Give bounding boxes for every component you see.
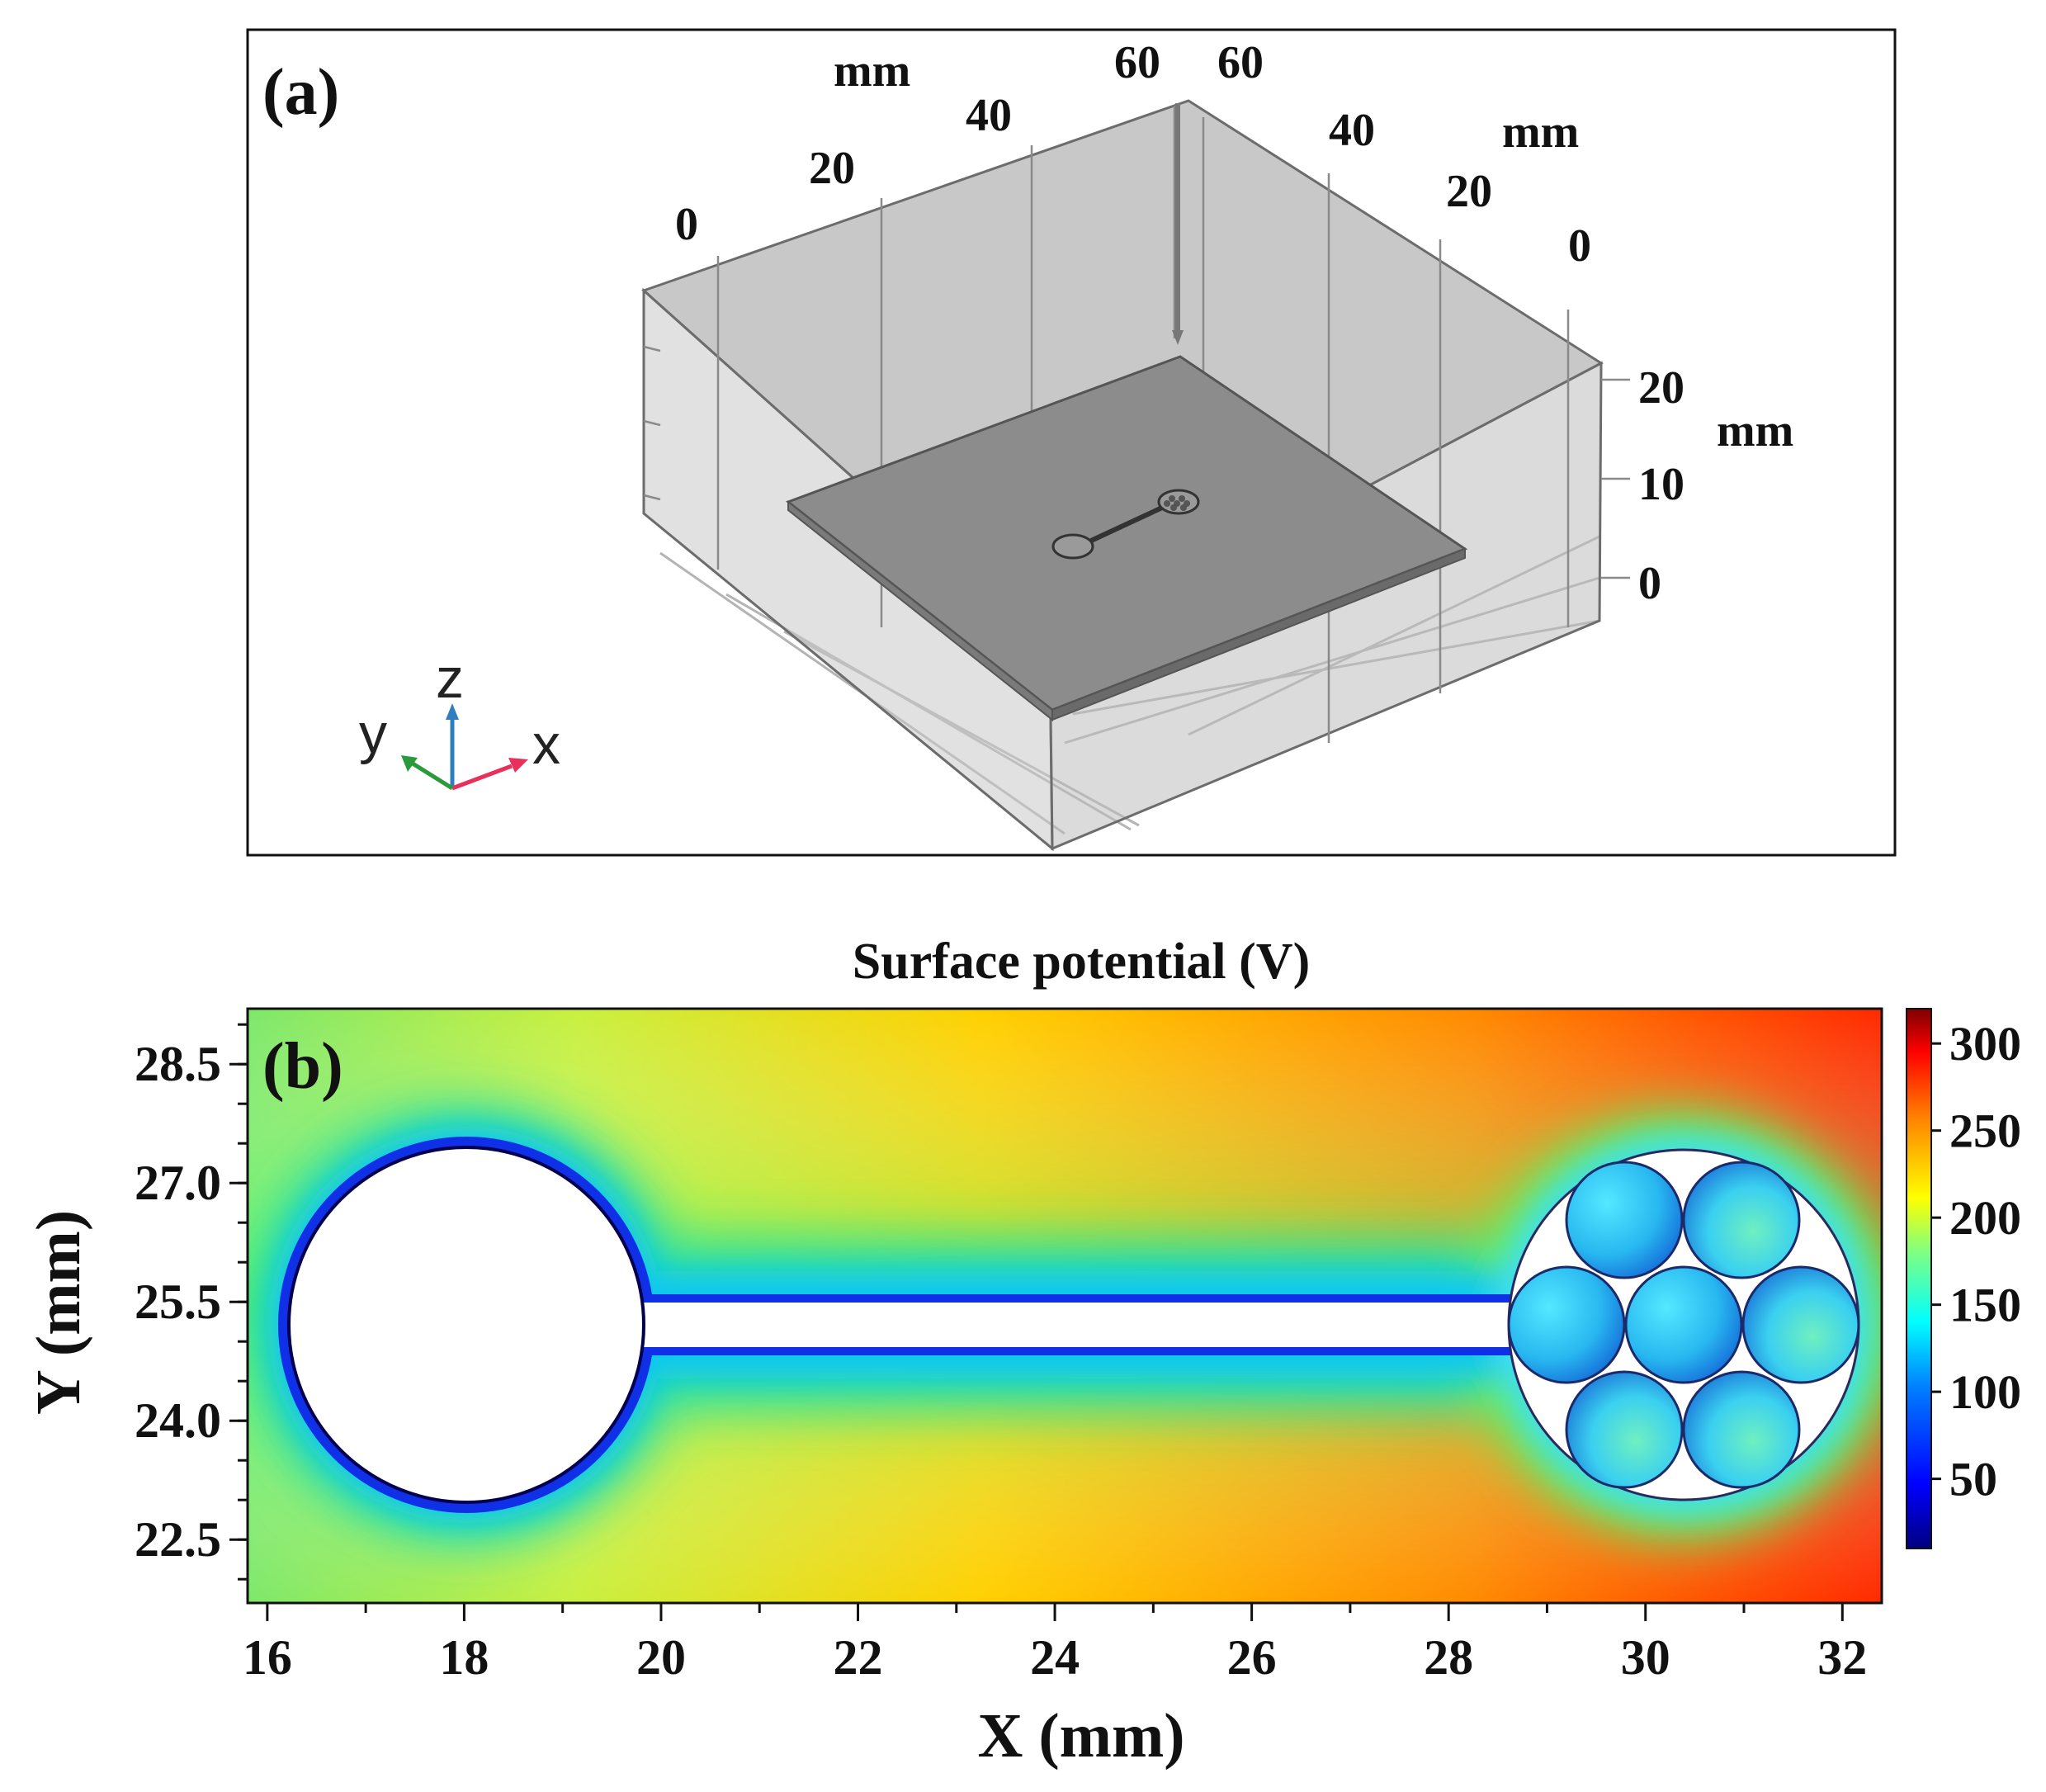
- electrode-pad-small: [1051, 533, 1094, 560]
- z-axis-unit: mm: [1717, 405, 1793, 456]
- disc: [1507, 1265, 1626, 1384]
- x-tick-label: 32: [1817, 1630, 1867, 1685]
- x-tick-40: 40: [966, 90, 1012, 141]
- x-tick-label: 16: [243, 1630, 292, 1685]
- colorbar-tick-label: 50: [1949, 1453, 1997, 1506]
- colorbar-tick-label: 200: [1949, 1191, 2021, 1245]
- y-tick-40: 40: [1329, 105, 1375, 156]
- colorbar-tick-label: 150: [1949, 1279, 2021, 1332]
- colorbar-tick-label: 250: [1949, 1104, 2021, 1158]
- x-axis-label: X (mm): [977, 1701, 1184, 1771]
- coordinate-triad: z x y: [359, 647, 560, 791]
- triad-y-label: y: [359, 702, 387, 765]
- disc: [1565, 1370, 1684, 1489]
- y-axis-unit: mm: [1502, 106, 1579, 158]
- x-tick-label: 18: [439, 1630, 489, 1685]
- connecting-strip: [627, 1303, 1519, 1347]
- y-axis: 28.5 27.0 25.5 24.0 22.5: [135, 1009, 249, 1603]
- y-tick-label: 24.0: [135, 1393, 221, 1448]
- z-tick-10: 10: [1638, 459, 1685, 510]
- electrode-strip: [1089, 505, 1164, 543]
- triad-y-arrow: [411, 761, 454, 791]
- colorbar-ticks: 300 250 200 150 100 50: [1931, 1017, 2021, 1506]
- x-tick-0: 0: [675, 199, 698, 250]
- disc: [1624, 1265, 1743, 1384]
- colorbar-tick-label: 300: [1949, 1017, 2021, 1071]
- triad-z-label: z: [436, 647, 464, 710]
- y-tick-0: 0: [1568, 220, 1591, 272]
- x-tick-label: 26: [1227, 1630, 1277, 1685]
- x-axis-unit: mm: [834, 45, 910, 97]
- y-tick-20: 20: [1446, 166, 1492, 217]
- y-tick-label: 27.0: [135, 1156, 221, 1210]
- triad-x-label: x: [532, 713, 560, 776]
- colorbar: [1906, 1008, 1932, 1549]
- y-axis-ticks: 60 40 mm 20 0: [1217, 37, 1591, 272]
- x-tick-20: 20: [809, 143, 855, 194]
- heatmap-title: Surface potential (V): [853, 934, 1310, 990]
- substrate-plate: [785, 103, 1468, 722]
- panel-a: (a): [246, 28, 1897, 857]
- disc-array: [1507, 1161, 1860, 1489]
- x-tick-label: 30: [1621, 1630, 1670, 1685]
- plate-edge-right: [1051, 547, 1466, 721]
- x-tick-60: 60: [1114, 37, 1160, 88]
- x-axis: 16 18 20 22 24 26 28 30 32: [243, 1601, 1882, 1685]
- disc: [1682, 1161, 1801, 1279]
- panel-a-label: (a): [262, 56, 339, 129]
- disc: [1565, 1161, 1684, 1279]
- z-tick-20: 20: [1638, 362, 1685, 414]
- x-tick-label: 22: [834, 1630, 883, 1685]
- disc: [1741, 1265, 1860, 1384]
- y-tick-label: 22.5: [135, 1512, 221, 1567]
- x-tick-label: 24: [1030, 1630, 1080, 1685]
- y-tick-label: 25.5: [135, 1274, 221, 1329]
- x-tick-label: 28: [1424, 1630, 1473, 1685]
- triad-x-arrow: [451, 764, 513, 791]
- large-pad-outline: [287, 1146, 645, 1504]
- y-tick-label: 28.5: [135, 1037, 221, 1091]
- colorbar-tick-label: 100: [1949, 1365, 2021, 1419]
- disc: [1682, 1370, 1801, 1489]
- large-pad: [289, 1147, 644, 1502]
- x-tick-label: 20: [636, 1630, 686, 1685]
- panel-b-label: (b): [262, 1030, 343, 1103]
- panel-b: Surface potential (V): [24, 934, 2021, 1771]
- y-tick-60: 60: [1217, 37, 1264, 88]
- z-tick-0: 0: [1638, 558, 1661, 609]
- y-axis-label: Y (mm): [24, 1210, 93, 1415]
- x-axis-ticks: mm 0 20 40 60: [675, 37, 1160, 250]
- z-axis-ticks: 20 mm 10 0: [1638, 362, 1793, 609]
